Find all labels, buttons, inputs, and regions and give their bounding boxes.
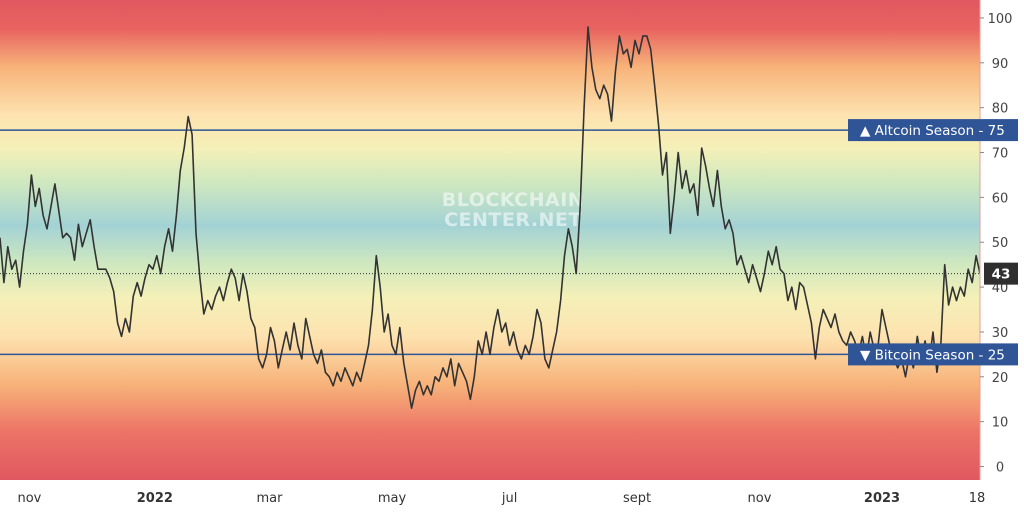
x-axis: nov 2022 mar may jul sept nov 2023 18 (17, 491, 985, 506)
current-value-text: 43 (992, 267, 1011, 283)
y-tick-label: 80 (992, 102, 1009, 117)
y-tick-label: 100 (988, 12, 1013, 27)
threshold-label-text: ▼ Bitcoin Season - 25 (860, 347, 1005, 363)
watermark-text: CENTER.NET (444, 209, 582, 231)
y-tick-label: 70 (992, 147, 1009, 162)
y-tick-label: 10 (992, 416, 1009, 431)
price-scale-labels: ▲ Altcoin Season - 75 ▼ Bitcoin Season - … (848, 119, 1018, 366)
y-tick-label: 40 (992, 281, 1009, 296)
y-tick-label: 30 (992, 326, 1009, 341)
plot-background (0, 0, 980, 480)
index-series-line (0, 26, 981, 409)
x-tick-label: 2022 (137, 491, 173, 506)
x-tick-label: 18 (969, 491, 986, 506)
y-tick-label: 20 (992, 371, 1009, 386)
x-tick-label: nov (17, 491, 41, 506)
x-tick-label: nov (748, 491, 772, 506)
y-tick-label: 60 (992, 191, 1009, 206)
x-tick-label: 2023 (864, 491, 900, 506)
y-tick-label: 50 (992, 236, 1009, 251)
x-tick-label: may (378, 491, 407, 506)
x-tick-label: jul (501, 491, 517, 506)
y-axis-background (980, 0, 1024, 518)
threshold-label-box (848, 119, 1018, 142)
y-tick-label: 90 (992, 57, 1009, 72)
y-tick-label: 0 (996, 461, 1004, 476)
x-axis-background (0, 480, 1024, 518)
threshold-label-box (848, 343, 1018, 366)
x-tick-label: mar (257, 491, 284, 506)
threshold-label-text: ▲ Altcoin Season - 75 (860, 123, 1005, 139)
current-value-tag (984, 262, 1018, 285)
x-tick-label: sept (623, 491, 651, 506)
watermark-text: BLOCKCHAIN (442, 189, 584, 211)
